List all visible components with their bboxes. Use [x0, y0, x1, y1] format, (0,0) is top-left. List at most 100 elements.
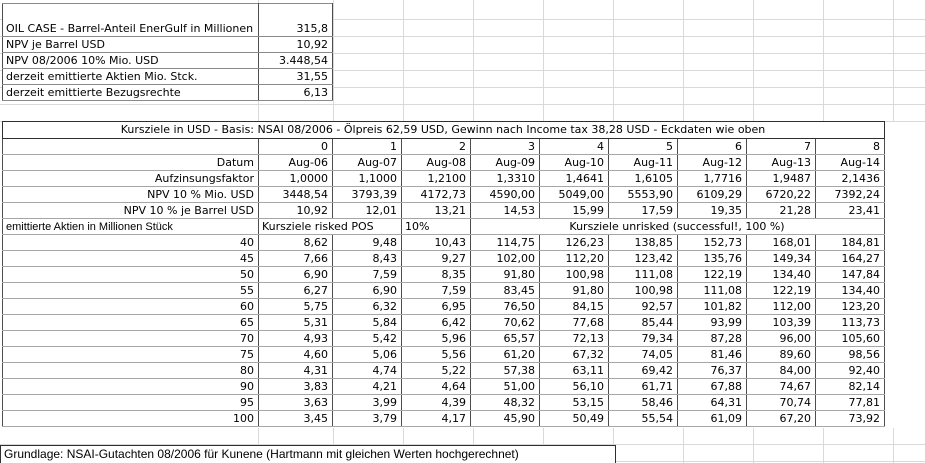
main-table-upper: Kursziele in USD - Basis: NSAI 08/2006 -…: [2, 121, 885, 219]
share-row: 45 7,66 8,43 9,27 102,00 112,20 123,42 135,76 14…: [2, 250, 885, 267]
cell: 45,90: [470, 410, 540, 427]
cell: 3448,54: [258, 186, 333, 203]
cell: 4,74: [332, 362, 402, 379]
share-row: 50 6,90 7,59 8,35 91,80 100,98 111,08 122,19 134…: [2, 266, 885, 283]
cell: 63,11: [539, 362, 609, 379]
cell: Aug-11: [608, 154, 678, 171]
cell: 76,37: [677, 362, 747, 379]
cell: Aug-09: [470, 154, 540, 171]
cell: 5049,00: [539, 186, 609, 203]
cell: 1,4641: [539, 170, 609, 187]
main-table-section: emittierte Aktien in Millionen Stück Kur…: [2, 218, 885, 235]
cell: 134,40: [746, 266, 816, 283]
cell: Aug-07: [332, 154, 402, 171]
summary-value: 3.448,54: [258, 52, 333, 69]
cell: 3,79: [332, 410, 402, 427]
cell: 4172,73: [401, 186, 471, 203]
cell: 9,48: [332, 234, 402, 251]
cell: 51,00: [470, 378, 540, 395]
cell: 98,56: [815, 346, 885, 363]
cell: 5,75: [258, 298, 333, 315]
cell: 57,38: [470, 362, 540, 379]
cell: 9,27: [401, 250, 471, 267]
row-label: 90: [2, 378, 259, 395]
cell: 91,80: [470, 266, 540, 283]
risked-percent: 10%: [401, 218, 471, 235]
cell: 70,62: [470, 314, 540, 331]
gridline: [753, 428, 754, 463]
table-row: OIL CASE - Barrel-Anteil EnerGulf in Mil…: [2, 3, 333, 37]
cell: 4: [539, 138, 609, 155]
row-label: 65: [2, 314, 259, 331]
section-header-row: emittierte Aktien in Millionen Stück Kur…: [2, 218, 885, 235]
cell: 101,82: [677, 298, 747, 315]
cell: 8,62: [258, 234, 333, 251]
cell: 76,50: [470, 298, 540, 315]
gridline: [823, 0, 824, 122]
section-label: emittierte Aktien in Millionen Stück: [2, 218, 259, 235]
cell: 67,32: [539, 346, 609, 363]
share-row: 60 5,75 6,32 6,95 76,50 84,15 92,57 101,82 112,0…: [2, 298, 885, 315]
gridline: [258, 428, 259, 445]
summary-value: 6,13: [258, 84, 333, 101]
cell: 82,14: [815, 378, 885, 395]
share-row: 55 6,27 6,90 7,59 83,45 91,80 100,98 111,08 122,…: [2, 282, 885, 299]
share-row: 70 4,93 5,42 5,96 65,57 72,13 79,34 87,28 96,00 1…: [2, 330, 885, 347]
cell: 3,45: [258, 410, 333, 427]
cell: 1,2100: [401, 170, 471, 187]
cell: 23,41: [815, 202, 885, 219]
summary-label: NPV 08/2006 10% Mio. USD: [2, 52, 259, 69]
row-label: 50: [2, 266, 259, 283]
share-row: 65 5,31 5,84 6,42 70,62 77,68 85,44 93,99 103,39…: [2, 314, 885, 331]
unrisked-label: Kursziele unrisked (successful!, 100 %): [470, 218, 885, 235]
gridline: [403, 428, 404, 445]
cell: 4,31: [258, 362, 333, 379]
cell: 7,66: [258, 250, 333, 267]
cell: 0: [258, 138, 333, 155]
gridline: [893, 0, 894, 122]
gridline: [613, 0, 614, 122]
cell: 8: [815, 138, 885, 155]
row-label: 100: [2, 410, 259, 427]
cell: 8,35: [401, 266, 471, 283]
cell: 1,3310: [470, 170, 540, 187]
cell: 6,95: [401, 298, 471, 315]
cell: Aug-13: [746, 154, 816, 171]
cell: Aug-06: [258, 154, 333, 171]
cell: 70,74: [746, 394, 816, 411]
cell: 61,20: [470, 346, 540, 363]
table-row: NPV 08/2006 10% Mio. USD 3.448,54: [2, 52, 333, 69]
summary-label: NPV je Barrel USD: [2, 36, 259, 53]
cell: 19,35: [677, 202, 747, 219]
risked-label: Kursziele risked POS: [258, 218, 402, 235]
summary-value: 315,8: [258, 3, 333, 37]
cell: 84,15: [539, 298, 609, 315]
cell: 1,6105: [608, 170, 678, 187]
cell: 138,85: [608, 234, 678, 251]
cell: 72,13: [539, 330, 609, 347]
cell: 7392,24: [815, 186, 885, 203]
cell: 122,19: [746, 282, 816, 299]
cell: 135,76: [677, 250, 747, 267]
cell: 6,32: [332, 298, 402, 315]
cell: 14,53: [470, 202, 540, 219]
summary-label: derzeit emittierte Aktien Mio. Stck.: [2, 68, 259, 85]
cell: 114,75: [470, 234, 540, 251]
cell: 77,81: [815, 394, 885, 411]
cell: 58,46: [608, 394, 678, 411]
cell: 67,20: [746, 410, 816, 427]
cell: 4,39: [401, 394, 471, 411]
cell: 100,98: [608, 282, 678, 299]
share-row: 95 3,63 3,99 4,39 48,32 53,15 58,46 64,31 70,74 7…: [2, 394, 885, 411]
cell: 1: [332, 138, 402, 155]
row-label: NPV 10 % Mio. USD: [2, 186, 259, 203]
cell: 6,27: [258, 282, 333, 299]
cell: 103,39: [746, 314, 816, 331]
cell: 5,56: [401, 346, 471, 363]
table-row: derzeit emittierte Bezugsrechte 6,13: [2, 84, 333, 101]
cell: 1,0000: [258, 170, 333, 187]
price-target-table: Kursziele in USD - Basis: NSAI 08/2006 -…: [2, 121, 885, 427]
cell: 67,88: [677, 378, 747, 395]
cell: 3,63: [258, 394, 333, 411]
cell: 8,43: [332, 250, 402, 267]
